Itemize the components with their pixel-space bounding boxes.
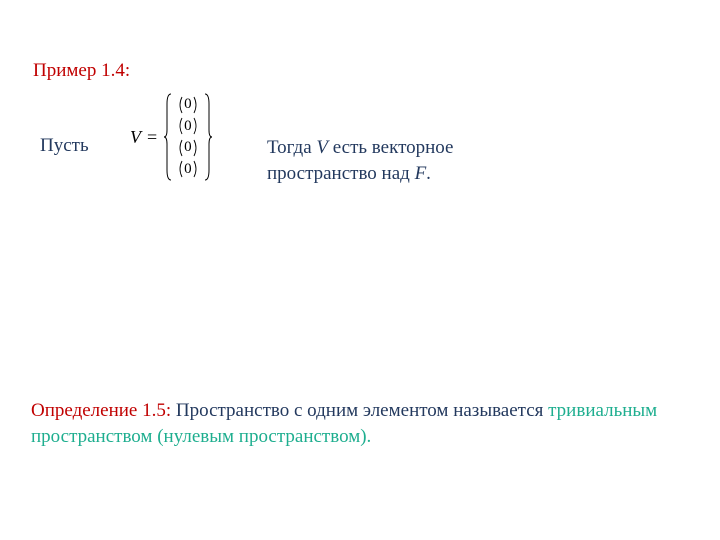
matrix-value: 0 xyxy=(183,96,193,113)
matrix-value: 0 xyxy=(183,161,193,178)
definition-text: Пространство с одним элементом называетс… xyxy=(171,400,548,421)
curly-brace-left-icon xyxy=(163,92,173,182)
paren-right-icon xyxy=(193,139,199,157)
then-end: . xyxy=(426,163,431,184)
equals-sign: = xyxy=(147,127,157,148)
then-statement: Тогда V есть векторное пространство над … xyxy=(267,135,547,186)
paren-right-icon xyxy=(193,160,199,178)
matrix-brackets: 0 0 0 xyxy=(163,92,213,182)
variable-v-inline: V xyxy=(316,137,328,158)
matrix-value: 0 xyxy=(183,139,193,156)
matrix-row: 0 xyxy=(177,138,199,158)
variable-f-inline: F xyxy=(415,163,427,184)
matrix-row: 0 xyxy=(177,159,199,179)
then-prefix: Тогда xyxy=(267,137,316,158)
matrix-row: 0 xyxy=(177,116,199,136)
paren-right-icon xyxy=(193,96,199,114)
variable-v: V xyxy=(130,127,141,148)
matrix-equation: V = 0 0 xyxy=(130,92,213,182)
let-word: Пусть xyxy=(40,135,89,157)
example-label: Пример 1.4: xyxy=(33,60,130,82)
paren-right-icon xyxy=(193,117,199,135)
definition-label: Определение 1.5: xyxy=(31,400,171,421)
matrix-column: 0 0 0 xyxy=(173,94,203,180)
matrix-row: 0 xyxy=(177,95,199,115)
definition-block: Определение 1.5: Пространство с одним эл… xyxy=(31,398,701,449)
matrix-value: 0 xyxy=(183,118,193,135)
curly-brace-right-icon xyxy=(203,92,213,182)
